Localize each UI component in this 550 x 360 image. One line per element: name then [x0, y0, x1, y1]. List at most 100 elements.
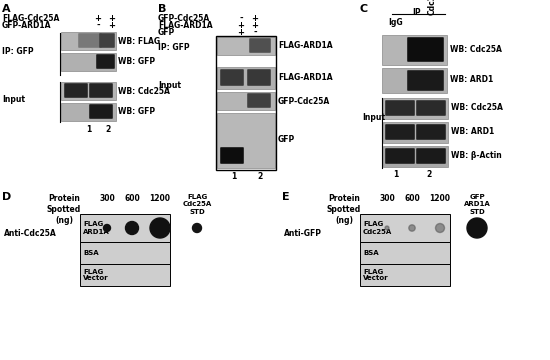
Text: IP: GFP: IP: GFP — [2, 48, 34, 57]
FancyBboxPatch shape — [385, 100, 415, 116]
Circle shape — [385, 226, 389, 230]
FancyBboxPatch shape — [99, 33, 115, 48]
FancyBboxPatch shape — [416, 124, 446, 140]
Text: 300: 300 — [99, 194, 115, 203]
FancyBboxPatch shape — [220, 147, 244, 164]
Text: FLAG
Cdc25A
STD: FLAG Cdc25A STD — [183, 194, 212, 215]
FancyBboxPatch shape — [407, 70, 444, 91]
Text: 1: 1 — [86, 125, 92, 134]
Bar — [217, 113, 275, 168]
Text: WB: GFP: WB: GFP — [118, 108, 155, 117]
Circle shape — [436, 224, 444, 233]
Text: Protein
Spotted
(ng): Protein Spotted (ng) — [327, 194, 361, 225]
Circle shape — [409, 225, 415, 231]
Text: GFP: GFP — [158, 28, 175, 37]
FancyBboxPatch shape — [89, 83, 113, 98]
Text: BSA: BSA — [83, 250, 98, 256]
Bar — [80, 264, 170, 286]
Bar — [61, 32, 116, 50]
Text: +: + — [95, 14, 102, 23]
Text: 1: 1 — [232, 172, 236, 181]
Bar — [360, 214, 450, 242]
Text: 300: 300 — [379, 194, 395, 203]
Text: WB: Cdc25A: WB: Cdc25A — [451, 104, 503, 112]
FancyBboxPatch shape — [407, 37, 444, 62]
Bar — [383, 122, 448, 143]
Bar — [80, 214, 170, 242]
Text: FLAG
Cdc25A: FLAG Cdc25A — [363, 221, 392, 234]
Text: FLAG-ARD1A: FLAG-ARD1A — [278, 41, 333, 50]
Circle shape — [103, 225, 111, 231]
FancyBboxPatch shape — [385, 124, 415, 140]
Text: IgG: IgG — [389, 18, 403, 27]
Text: +: + — [238, 28, 245, 37]
FancyBboxPatch shape — [385, 148, 415, 164]
FancyBboxPatch shape — [78, 33, 102, 48]
Text: +: + — [108, 21, 116, 30]
Text: IP: GFP: IP: GFP — [158, 44, 190, 53]
Bar — [382, 68, 447, 93]
Circle shape — [467, 218, 487, 238]
Bar — [360, 242, 450, 264]
Bar — [217, 37, 275, 55]
Text: FLAG-ARD1A: FLAG-ARD1A — [278, 73, 333, 82]
Text: FLAG-ARD1A: FLAG-ARD1A — [158, 21, 213, 30]
Circle shape — [125, 221, 139, 234]
Text: GFP: GFP — [278, 135, 295, 144]
Text: Input: Input — [158, 81, 181, 90]
Bar — [61, 82, 116, 100]
Text: -: - — [253, 28, 257, 37]
Text: -: - — [239, 14, 243, 23]
Text: 1200: 1200 — [150, 194, 170, 203]
Text: WB: FLAG: WB: FLAG — [118, 36, 160, 45]
Text: WB: GFP: WB: GFP — [118, 58, 155, 67]
Bar — [383, 98, 448, 119]
Bar — [382, 35, 447, 65]
Text: GFP-Cdc25A: GFP-Cdc25A — [278, 96, 330, 105]
Text: Protein
Spotted
(ng): Protein Spotted (ng) — [47, 194, 81, 225]
Text: GFP-Cdc25A: GFP-Cdc25A — [158, 14, 210, 23]
FancyBboxPatch shape — [220, 69, 244, 86]
Text: FLAG
Vector: FLAG Vector — [363, 269, 389, 282]
FancyBboxPatch shape — [416, 148, 446, 164]
Text: Input: Input — [2, 95, 25, 104]
Text: A: A — [2, 4, 10, 14]
Bar — [217, 92, 275, 110]
Text: +: + — [251, 21, 258, 30]
Text: WB: ARD1: WB: ARD1 — [451, 127, 494, 136]
Text: Anti-Cdc25A: Anti-Cdc25A — [4, 229, 57, 238]
FancyBboxPatch shape — [64, 83, 88, 98]
Text: B: B — [158, 4, 166, 14]
Circle shape — [192, 224, 201, 233]
Text: E: E — [282, 192, 290, 202]
Text: D: D — [2, 192, 11, 202]
FancyBboxPatch shape — [249, 38, 271, 53]
Text: -: - — [96, 21, 100, 30]
Text: C: C — [360, 4, 368, 14]
Text: WB: Cdc25A: WB: Cdc25A — [450, 45, 502, 54]
Circle shape — [150, 218, 170, 238]
FancyBboxPatch shape — [247, 93, 271, 108]
Text: 1200: 1200 — [430, 194, 450, 203]
Bar — [383, 146, 448, 167]
Text: Cdc25A: Cdc25A — [428, 0, 437, 15]
Text: 2: 2 — [257, 172, 263, 181]
Text: IP: IP — [412, 8, 421, 17]
Bar — [360, 264, 450, 286]
Text: WB: β-Actin: WB: β-Actin — [451, 152, 502, 161]
FancyBboxPatch shape — [89, 104, 113, 119]
Text: BSA: BSA — [363, 250, 378, 256]
Text: FLAG
Vector: FLAG Vector — [83, 269, 109, 282]
Text: 2: 2 — [426, 170, 432, 179]
FancyBboxPatch shape — [247, 69, 271, 86]
Text: FLAG-Cdc25A: FLAG-Cdc25A — [2, 14, 59, 23]
Text: WB: Cdc25A: WB: Cdc25A — [118, 86, 170, 95]
Text: 600: 600 — [124, 194, 140, 203]
Bar — [217, 67, 275, 89]
Text: WB: ARD1: WB: ARD1 — [450, 76, 493, 85]
Text: 1: 1 — [393, 170, 399, 179]
FancyBboxPatch shape — [416, 100, 446, 116]
Text: GFP
ARD1A
STD: GFP ARD1A STD — [464, 194, 491, 215]
Bar — [80, 242, 170, 264]
Text: +: + — [238, 21, 245, 30]
